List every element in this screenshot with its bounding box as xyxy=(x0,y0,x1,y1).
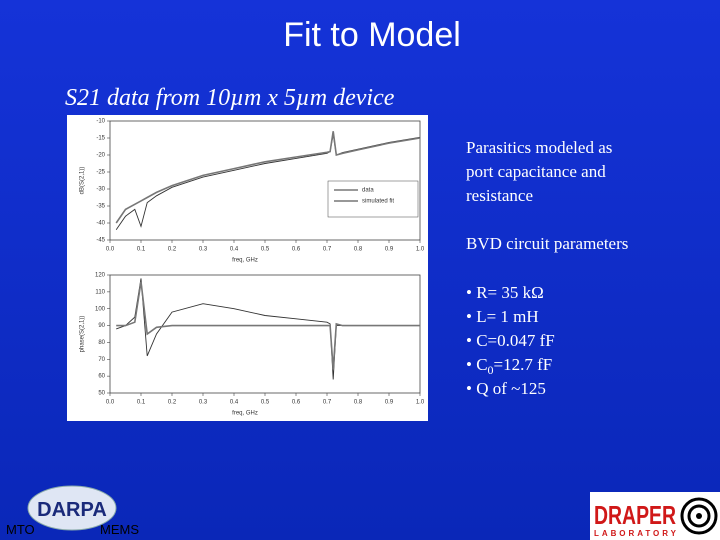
bullet: • Q of ~125 xyxy=(466,379,546,398)
x-tick-label: 0.4 xyxy=(230,247,239,253)
y-tick-label: 70 xyxy=(98,357,105,363)
y-axis-label: phase(S(2,1)) xyxy=(80,316,86,353)
y-tick-label: 100 xyxy=(95,306,106,312)
x-tick-label: 0.9 xyxy=(385,247,394,253)
x-tick-label: 1.0 xyxy=(416,247,425,253)
note-line: Parasitics modeled as xyxy=(466,138,612,157)
x-tick-label: 0.0 xyxy=(106,400,115,406)
bullet: • C0=12.7 fF xyxy=(466,355,552,377)
x-tick-label: 0.3 xyxy=(199,247,208,253)
y-tick-label: -15 xyxy=(96,136,105,142)
y-tick-label: 110 xyxy=(95,289,105,295)
draper-logo: DRAPER LABORATORY xyxy=(590,492,720,540)
y-tick-label: -10 xyxy=(96,119,105,125)
x-tick-label: 0.3 xyxy=(199,400,208,406)
x-tick-label: 0.6 xyxy=(292,400,301,406)
logo-ring xyxy=(696,513,702,519)
slide-title: Fit to Model xyxy=(283,16,461,54)
x-tick-label: 0.2 xyxy=(168,247,177,253)
x-tick-label: 0.1 xyxy=(137,247,146,253)
x-tick-label: 0.7 xyxy=(323,247,332,253)
logo-text: MTO xyxy=(6,522,35,537)
y-tick-label: 80 xyxy=(98,340,105,346)
logo-ring xyxy=(687,504,711,528)
bullet: • R= 35 kΩ xyxy=(466,283,544,302)
logo-globe xyxy=(27,485,117,531)
legend-box xyxy=(327,180,419,218)
x-tick-label: 0.7 xyxy=(323,400,332,406)
x-tick-label: 0.6 xyxy=(292,247,301,253)
y-tick-label: -35 xyxy=(96,204,105,210)
x-tick-label: 1.0 xyxy=(416,400,425,406)
bullet: • C=0.047 fF xyxy=(466,331,555,350)
series-line xyxy=(115,131,421,224)
subscript: 0 xyxy=(488,363,494,377)
x-tick-label: 0.0 xyxy=(106,247,115,253)
series-line xyxy=(116,281,420,370)
x-tick-label: 0.5 xyxy=(261,400,270,406)
y-tick-label: 50 xyxy=(98,391,105,397)
y-tick-label: -20 xyxy=(96,153,105,159)
y-tick-label: -40 xyxy=(96,221,105,227)
logo-text: MEMS xyxy=(100,522,139,537)
note-heading: BVD circuit parameters xyxy=(466,234,628,253)
y-tick-label: -25 xyxy=(96,170,105,176)
bullet: • L= 1 mH xyxy=(466,307,539,326)
logo-ring xyxy=(680,497,718,535)
note-line: resistance xyxy=(466,186,533,205)
x-tick-label: 0.8 xyxy=(354,247,363,253)
x-axis-label: freq, GHz xyxy=(232,258,258,264)
x-tick-label: 0.1 xyxy=(137,400,146,406)
bullet-text: =12.7 fF xyxy=(494,355,553,374)
plot-panel xyxy=(67,115,428,421)
y-axis-label: dB(S(2,1)) xyxy=(80,167,86,195)
y-tick-label: -30 xyxy=(96,187,105,193)
bullet-text: • C xyxy=(466,355,488,374)
x-tick-label: 0.9 xyxy=(385,400,394,406)
logo-text: DARPA xyxy=(37,499,107,521)
legend-label: data xyxy=(362,188,374,194)
y-tick-label: 60 xyxy=(98,374,105,380)
darpa-logo: DARPA MTO MEMS xyxy=(6,485,139,537)
y-tick-label: 120 xyxy=(95,273,106,279)
x-tick-label: 0.8 xyxy=(354,400,363,406)
subtitle: S21 data from 10µm x 5µm device xyxy=(65,85,395,111)
legend-label: simulated fit xyxy=(362,199,394,205)
x-tick-label: 0.4 xyxy=(230,400,239,406)
note-line: port capacitance and xyxy=(466,162,606,181)
x-tick-label: 0.5 xyxy=(261,247,270,253)
notes: Parasitics modeled as port capacitance a… xyxy=(466,138,628,398)
logo-text: DRAPER xyxy=(594,500,676,530)
y-tick-label: 90 xyxy=(98,323,105,329)
x-tick-label: 0.2 xyxy=(168,400,177,406)
x-axis-label: freq, GHz xyxy=(232,411,258,417)
y-tick-label: -45 xyxy=(96,238,105,244)
